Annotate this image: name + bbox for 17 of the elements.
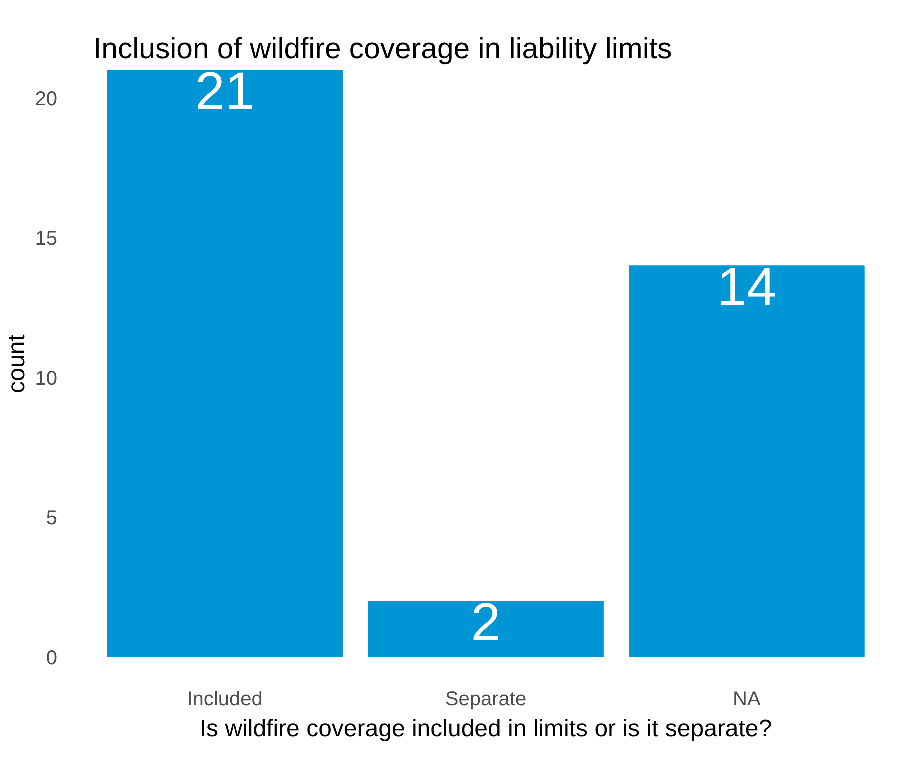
data-label: 14: [717, 258, 777, 318]
x-tick-label: NA: [733, 688, 762, 710]
bar: [107, 70, 343, 658]
y-tick-label: 15: [35, 228, 58, 250]
y-axis-title: count: [3, 334, 30, 394]
x-tick-label: Included: [187, 688, 263, 710]
y-tick-label: 0: [46, 648, 58, 670]
x-tick-label: Separate: [445, 688, 527, 710]
y-tick-label: 20: [35, 88, 58, 110]
bar: [368, 601, 604, 658]
bar: [629, 266, 865, 658]
x-axis-title: Is wildfire coverage included in limits or is it separate?: [200, 716, 772, 742]
y-tick-label: 10: [35, 368, 58, 390]
data-label: 21: [195, 62, 255, 122]
y-tick-label: 5: [46, 508, 58, 530]
chart-title: Inclusion of wildfire coverage in liability limits: [94, 32, 672, 66]
data-label: 2: [471, 594, 501, 653]
